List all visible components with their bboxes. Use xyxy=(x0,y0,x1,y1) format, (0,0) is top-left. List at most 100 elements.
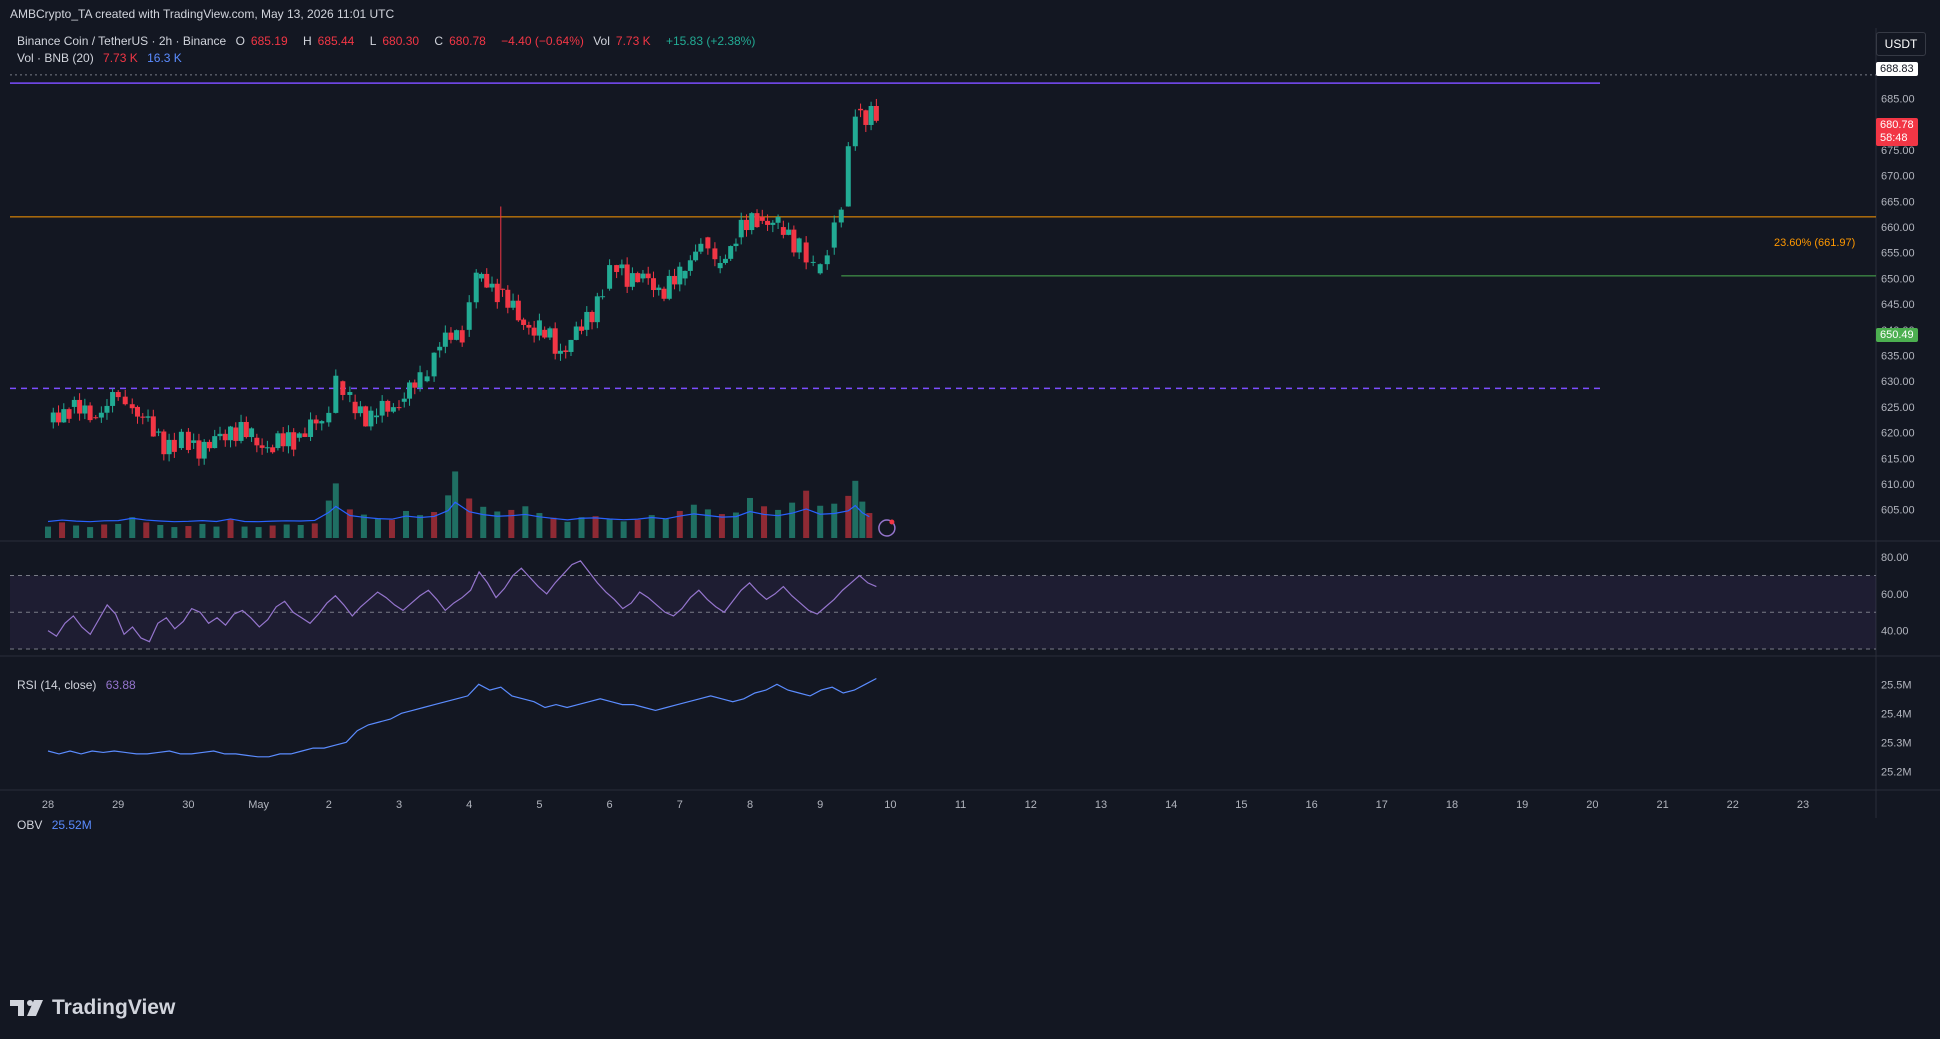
candle-body xyxy=(254,437,260,446)
candle-body xyxy=(291,432,297,450)
volume-bar xyxy=(634,519,641,538)
candle-body xyxy=(87,405,93,421)
volume-bar xyxy=(403,510,410,538)
candle-body xyxy=(661,288,667,299)
candle-body xyxy=(791,229,797,253)
tradingview-logo-icon xyxy=(10,1000,43,1016)
currency-button[interactable]: USDT xyxy=(1876,32,1926,56)
candle-body xyxy=(687,260,693,271)
candle-body xyxy=(185,431,191,450)
candle-body xyxy=(275,433,281,449)
replay-marker-dot xyxy=(889,519,895,525)
time-tick-label: 13 xyxy=(1095,799,1107,811)
candle-body xyxy=(682,270,688,279)
candle-body xyxy=(280,433,286,447)
volume-bar xyxy=(332,483,339,538)
candle-body xyxy=(749,213,755,231)
volume-bar xyxy=(297,525,304,538)
candle-body xyxy=(217,433,223,437)
candle-body xyxy=(431,352,437,377)
rsi-line xyxy=(47,560,877,643)
volume-legend: Vol · BNB (20) 7.73 K 16.3 K xyxy=(17,51,188,65)
time-tick-label: 30 xyxy=(182,799,194,811)
candle-body xyxy=(803,242,809,263)
volume-indicator-label: Vol · BNB (20) xyxy=(17,51,94,65)
candle-body xyxy=(677,266,683,285)
price-tick-label: 620.00 xyxy=(1881,428,1915,440)
candle-body xyxy=(374,415,380,418)
candle-body xyxy=(584,311,590,330)
volume-bar xyxy=(508,509,515,538)
volume-ma-line xyxy=(47,501,870,523)
candle-body xyxy=(573,326,579,340)
time-tick-label: 12 xyxy=(1025,799,1037,811)
volume-bar xyxy=(690,504,697,538)
volume-bar xyxy=(325,500,332,538)
volume-value: Vol 7.73 K xyxy=(593,34,651,48)
candle-body xyxy=(145,416,151,418)
price-chart-svg[interactable]: 685.00 6 80.00 675.00 670.00 665.00 660.00 655.… xyxy=(0,28,1940,980)
last-price-value: 680.78 xyxy=(1880,119,1914,131)
time-tick-label: 10 xyxy=(884,799,896,811)
candle-body xyxy=(319,421,325,424)
obv-label: OBV xyxy=(17,818,43,832)
volume-bar xyxy=(606,519,613,538)
candle-body xyxy=(547,328,553,338)
candle-body xyxy=(473,272,479,303)
candle-body xyxy=(77,399,83,414)
top-price-tag: 688.83 xyxy=(1876,62,1918,76)
tradingview-logo[interactable]: TradingView xyxy=(10,996,175,1020)
candle-body xyxy=(352,401,358,414)
candle-body xyxy=(206,441,212,449)
time-tick-label: 15 xyxy=(1235,799,1247,811)
volume-bar xyxy=(831,503,838,538)
volume-bar xyxy=(199,523,206,538)
obv-tick-label: 25.3M xyxy=(1881,737,1912,749)
candle-body xyxy=(50,412,56,423)
obv-tick-label: 25.4M xyxy=(1881,708,1912,720)
candle-body xyxy=(448,332,454,340)
candle-body xyxy=(390,407,396,412)
volume-bar xyxy=(171,527,178,538)
candle-body xyxy=(722,258,728,263)
candle-body xyxy=(594,296,600,323)
volume-bar xyxy=(185,526,192,538)
volume-bar xyxy=(676,510,683,538)
candle-body xyxy=(759,216,765,221)
candle-body xyxy=(728,246,734,259)
candle-body xyxy=(156,431,162,433)
candle-body xyxy=(733,243,739,247)
candle-body xyxy=(770,222,776,225)
candle-body xyxy=(129,404,135,409)
volume-bar xyxy=(346,509,353,538)
price-tick-label: 630.00 xyxy=(1881,376,1915,388)
candle-body xyxy=(308,419,314,437)
volume-bar xyxy=(620,521,627,538)
volume-bar xyxy=(283,524,290,538)
candle-body xyxy=(368,410,374,427)
candle-body xyxy=(552,328,558,354)
candle-body xyxy=(196,440,202,459)
candle-body xyxy=(489,283,495,288)
candle-body xyxy=(484,273,490,288)
volume-change-value: +15.83 (+2.38%) xyxy=(665,34,756,48)
candle-body xyxy=(521,319,527,325)
chart-area[interactable]: 685.00 6 80.00 675.00 670.00 665.00 660.00 655.… xyxy=(0,28,1940,980)
candle-body xyxy=(82,405,88,414)
candle-body xyxy=(379,400,385,416)
candle-body xyxy=(478,273,484,279)
support-price-tag: 650.49 xyxy=(1876,328,1918,342)
obv-legend: OBV 25.52M xyxy=(17,818,98,832)
time-tick-label: 3 xyxy=(396,799,402,811)
candle-body xyxy=(122,396,128,405)
time-tick-label: 28 xyxy=(42,799,54,811)
volume-bar xyxy=(564,521,571,538)
volume-bar xyxy=(157,525,164,538)
candle-body xyxy=(705,237,711,249)
price-tick-label: 635.00 xyxy=(1881,351,1915,363)
price-tick-label: 610.00 xyxy=(1881,479,1915,491)
candle-body xyxy=(743,219,749,231)
volume-bar xyxy=(803,490,810,538)
candle-body xyxy=(500,288,506,290)
time-tick-label: 5 xyxy=(536,799,542,811)
